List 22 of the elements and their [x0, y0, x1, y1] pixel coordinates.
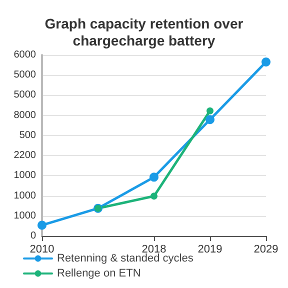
x-tick-label: 2029 [254, 244, 278, 256]
point [150, 172, 158, 182]
x-tick-label: 2010 [30, 244, 54, 256]
text: 1000 [14, 210, 36, 222]
text: 500 [19, 130, 36, 141]
point [206, 107, 214, 114]
legend-label: Rellenge on ETN [57, 268, 141, 280]
x-tick-label: 2019 [198, 244, 222, 256]
text: 1000 [14, 170, 36, 182]
text: 1000 [14, 190, 36, 202]
text: 5000 [14, 70, 36, 81]
legend-label: Retenning & standed cycles [57, 252, 194, 264]
chart-title: Graph capacity retention over chargecharge battery [44, 16, 244, 48]
text: 5000 [14, 90, 36, 101]
text: 6000 [14, 50, 36, 60]
point [262, 57, 270, 66]
text: 0 [30, 230, 36, 242]
point [150, 192, 158, 200]
text: 2200 [14, 150, 36, 162]
text: 8000 [14, 110, 36, 121]
point [38, 220, 46, 230]
point [206, 115, 214, 124]
